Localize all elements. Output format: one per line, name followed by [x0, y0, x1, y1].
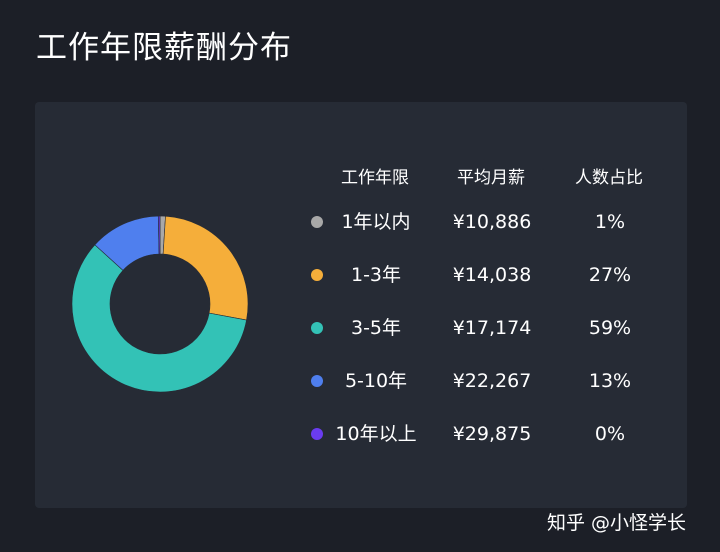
donut-chart [71, 215, 249, 393]
average-salary: ¥10,886 [452, 211, 532, 233]
legend-row: 10年以上 ¥29,875 0% [0, 419, 720, 449]
experience-label: 3-5年 [350, 317, 402, 339]
legend-row: 5-10年 ¥22,267 13% [0, 366, 720, 396]
legend-marker [311, 269, 323, 281]
column-header-share: 人数占比 [575, 168, 643, 188]
experience-label: 1-3年 [350, 264, 402, 286]
legend-row: 3-5年 ¥17,174 59% [0, 313, 720, 343]
average-salary: ¥29,875 [452, 423, 532, 445]
column-header-experience: 工作年限 [341, 168, 409, 188]
legend-row: 1年以内 ¥10,886 1% [0, 207, 720, 237]
legend-row: 1-3年 ¥14,038 27% [0, 260, 720, 290]
watermark: 知乎 @小怪学长 [547, 512, 687, 534]
donut-slice [162, 215, 249, 321]
donut-slice [158, 215, 161, 255]
share-value: 13% [588, 370, 632, 392]
legend-marker [311, 428, 323, 440]
page-title: 工作年限薪酬分布 [36, 30, 292, 66]
experience-label: 5-10年 [344, 370, 408, 392]
legend-marker [311, 216, 323, 228]
average-salary: ¥22,267 [452, 370, 532, 392]
column-header-salary: 平均月薪 [457, 168, 525, 188]
share-value: 1% [594, 211, 626, 233]
share-value: 0% [594, 423, 626, 445]
chart-card [35, 102, 687, 508]
share-value: 59% [588, 317, 632, 339]
average-salary: ¥17,174 [452, 317, 532, 339]
donut-slice [71, 244, 247, 393]
experience-label: 1年以内 [341, 211, 411, 233]
experience-label: 10年以上 [335, 423, 417, 445]
legend-marker [311, 375, 323, 387]
average-salary: ¥14,038 [452, 264, 532, 286]
legend-marker [311, 322, 323, 334]
share-value: 27% [588, 264, 632, 286]
